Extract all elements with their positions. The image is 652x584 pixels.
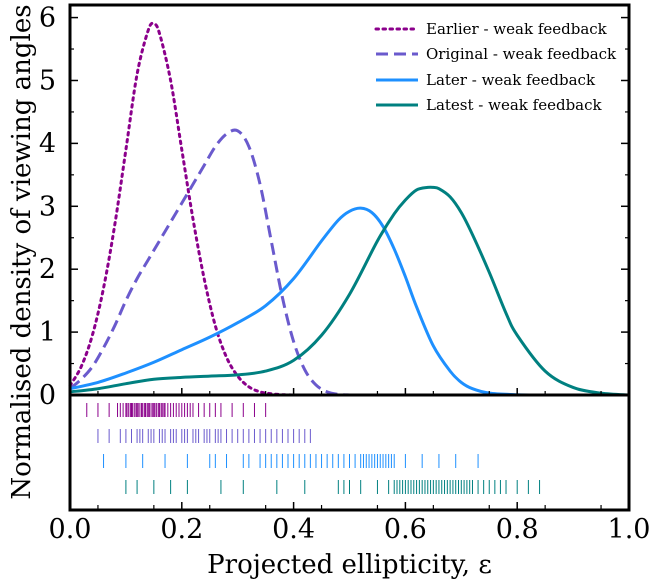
plot-frame (68, 3, 631, 512)
x-tick-label: 0.6 (384, 514, 427, 545)
legend-label: Original - weak feedback (426, 45, 617, 63)
y-tick-label: 3 (39, 191, 56, 222)
x-tick-label: 1.0 (608, 514, 651, 545)
series-line-original-weak-feedback (69, 128, 350, 397)
x-axis-label: Projected ellipticity, ε (207, 550, 492, 580)
legend: Earlier - weak feedback Original - weak f… (374, 20, 617, 114)
y-tick-label: 4 (39, 128, 56, 159)
y-tick-label: 0 (39, 380, 56, 411)
y-tick-label: 2 (39, 254, 56, 285)
y-tick-label: 6 (39, 3, 56, 34)
y-axis-label: Normalised density of viewing angles (7, 4, 37, 499)
x-tick-label: 0.4 (272, 514, 315, 545)
series-line-latest-weak-feedback (69, 185, 630, 397)
legend-label: Later - weak feedback (426, 71, 596, 89)
rug-layer (86, 403, 541, 494)
x-tick-label: 0.2 (160, 514, 203, 545)
series-line-later-weak-feedback (69, 206, 546, 397)
x-tick-label: 0.8 (496, 514, 539, 545)
y-tick-label: 5 (39, 65, 56, 96)
y-tick-label: 1 (39, 317, 56, 348)
x-tick-label: 0.0 (49, 514, 92, 545)
curves-layer (68, 21, 630, 397)
legend-label: Earlier - weak feedback (426, 20, 608, 38)
legend-label: Latest - weak feedback (426, 96, 603, 114)
series-line-earlier-weak-feedback (68, 21, 296, 397)
